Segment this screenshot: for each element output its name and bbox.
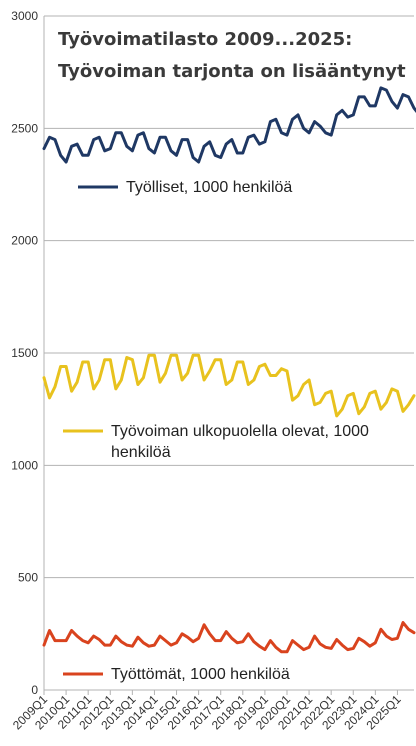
y-tick-label-1500: 1500 bbox=[11, 346, 38, 360]
y-axis: 0 500 1000 1500 2000 2500 3000 bbox=[11, 9, 38, 697]
y-tick-label-500: 500 bbox=[18, 571, 38, 585]
series-line-employed bbox=[42, 86, 416, 164]
series-lines bbox=[42, 86, 416, 654]
legend-label-employed: Työlliset, 1000 henkilöä bbox=[126, 179, 292, 196]
legend-label-outside-line2: henkilöä bbox=[111, 444, 171, 461]
legend-item-unemployed: Työttömät, 1000 henkilöä bbox=[63, 666, 290, 683]
y-tick-label-2500: 2500 bbox=[11, 121, 38, 135]
series-line-outside-labour-force bbox=[42, 353, 416, 418]
legend-item-employed: Työlliset, 1000 henkilöä bbox=[78, 179, 292, 196]
legend-label-outside-line1: Työvoiman ulkopuolella olevat, 1000 bbox=[111, 423, 369, 440]
legend-label-unemployed: Työttömät, 1000 henkilöä bbox=[111, 666, 290, 683]
chart-title-line1: Työvoimatilasto 2009...2025: bbox=[58, 29, 352, 50]
chart-title-line2: Työvoiman tarjonta on lisääntynyt bbox=[58, 61, 406, 82]
x-axis: 2009Q12010Q12011Q12012Q12013Q12014Q12015… bbox=[10, 690, 404, 732]
gridlines bbox=[43, 15, 414, 691]
y-tick-label-3000: 3000 bbox=[11, 9, 38, 23]
y-tick-label-1000: 1000 bbox=[11, 458, 38, 472]
series-line-unemployed bbox=[42, 621, 416, 654]
y-tick-label-2000: 2000 bbox=[11, 234, 38, 248]
legend-item-outside-labour-force: Työvoiman ulkopuolella olevat, 1000 henk… bbox=[63, 423, 369, 461]
y-tick-label-0: 0 bbox=[31, 683, 38, 697]
